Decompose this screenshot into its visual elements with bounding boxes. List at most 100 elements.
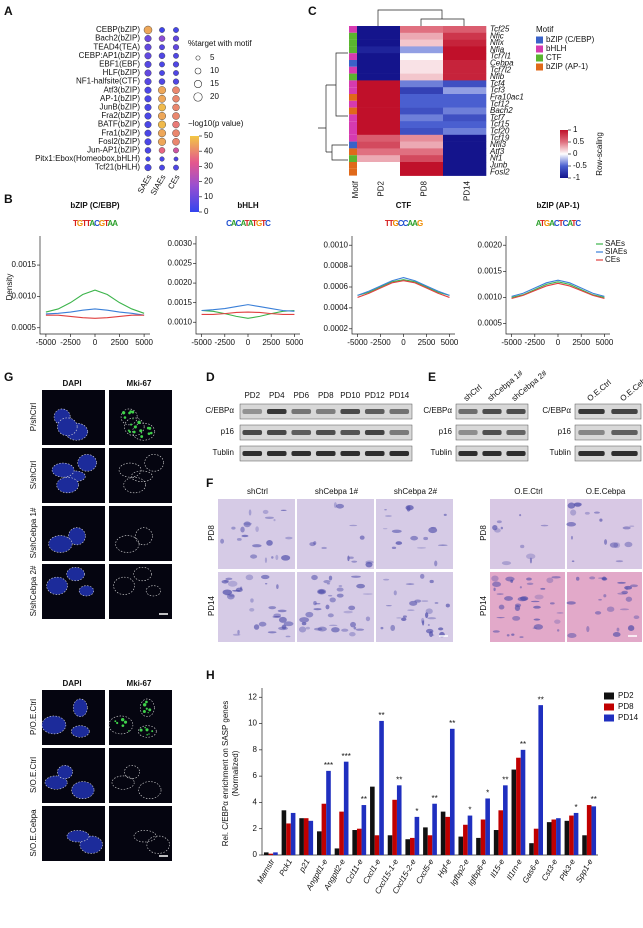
significance: * [486,789,489,798]
nucleus [48,535,73,553]
plot-title: bZIP (AP-1) [537,201,580,210]
motif-logo: CACATATGTC [226,219,271,228]
stain-blot [258,621,267,627]
heat-cell [443,66,487,74]
stain-blot [526,577,532,581]
nucleus [115,535,140,553]
stain-blot [613,542,621,549]
nucleus [124,765,140,780]
dot [159,44,165,51]
stain-blot [255,526,259,533]
stain-blot [423,536,429,541]
colorbar-label: 0 [573,149,578,158]
x-tick-label: -5000 [191,338,212,347]
heat-cell [400,114,444,122]
stain-blot [603,594,607,598]
blot-strip [574,445,642,462]
x-tick-label: Cst3-e [540,857,560,882]
heat-cell [443,87,487,95]
stain-blot [243,521,251,528]
axis-frame [505,236,610,335]
legend-swatch [604,714,614,722]
y-tick-label: 0.0008 [324,261,349,270]
stain-blot [275,554,279,561]
stain-blot [420,573,425,579]
density-line [45,289,145,314]
stain-blot [556,629,560,632]
stain-blot [325,604,330,610]
stain-blot [225,577,233,580]
stain-blot [314,602,321,605]
heat-cell [357,60,401,68]
stain-blot [266,540,273,546]
stain-blot [267,631,277,634]
blot-band [364,430,385,435]
stain-blot [355,628,365,631]
stain-blot [530,600,540,603]
motif-strip [349,155,357,162]
nucleus [57,417,78,436]
stain-blot [351,560,358,563]
heat-cell [443,134,487,142]
density-line [511,282,605,300]
nucleus [57,765,73,780]
stain-blot [313,541,317,545]
significance: *** [342,752,351,761]
row-label: S/shCebpa 2# [29,565,38,616]
heat-cell [357,66,401,74]
blot-band [578,409,605,414]
stain-blot [434,560,438,567]
stain-blot [534,594,544,600]
mki67-spot [142,703,147,707]
if-image [109,806,172,861]
colorbar-label: -0.5 [573,161,587,170]
significance: ** [591,795,597,804]
panel-label: D [206,370,215,384]
dot [144,86,152,94]
colorbar [190,136,199,212]
motif-logo: TGTTACGTAA [73,219,118,228]
gene-label: Tcf4 [490,79,505,88]
dot [158,147,166,154]
stain-blot [570,535,573,540]
mki67-spot [149,431,153,435]
blot-lane-label: PD4 [269,391,285,400]
heat-cell [443,80,487,88]
mki67-spot [127,429,130,432]
heat-cell [443,114,487,122]
stain-image [218,572,295,642]
mki67-spot [128,730,130,732]
blot-band [458,430,478,435]
stain-blot [240,526,245,533]
dot [145,156,151,162]
blot-band [315,409,336,414]
stain-blot [285,635,291,638]
panel-label: H [206,668,215,682]
blot-lane-label: PD10 [340,391,361,400]
stain-blot [253,624,260,630]
mki67-spot [146,734,148,736]
blot-band [364,451,385,456]
stain-blot [491,575,499,582]
nucleus [118,462,142,478]
stain-blot [243,522,253,526]
colorbar-label: 0 [204,207,209,216]
stain-blot [410,535,419,541]
stain-blot [241,534,249,538]
colorbar-label: 40 [204,146,213,155]
colorbar-label: 10 [204,192,213,201]
stain-blot [365,616,371,622]
stain-blot [519,636,524,638]
mki67-spot [142,710,146,714]
y-tick-label: 6 [253,771,258,780]
stain-blot [380,626,384,630]
bar [546,822,552,855]
axis-frame [351,236,455,335]
stain-blot [341,628,349,632]
nucleus [124,417,145,436]
x-tick-label: 0 [556,338,561,347]
size-legend-label: 15 [210,79,219,88]
blot-band [389,409,410,414]
y-axis-label: Rel. C/EBPα enrichment on SASP genes [221,701,230,846]
stain-blot [281,624,287,630]
